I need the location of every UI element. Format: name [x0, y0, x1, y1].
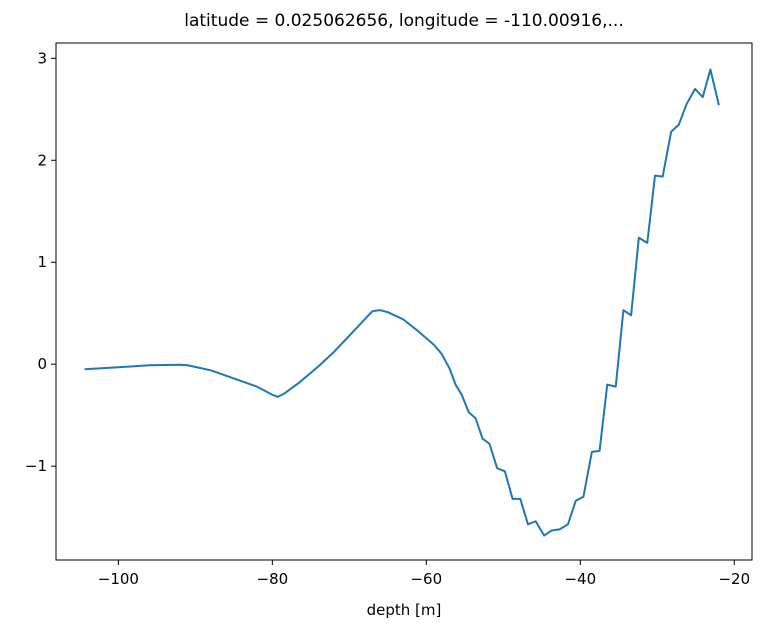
data-line	[84, 68, 720, 537]
x-tick-label: −40	[564, 570, 596, 588]
y-tick-label: 1	[37, 253, 47, 271]
x-axis-label: depth [m]	[367, 601, 442, 619]
x-tick-label: −80	[257, 570, 289, 588]
x-tick-label: −100	[98, 570, 139, 588]
chart-title: latitude = 0.025062656, longitude = -110…	[184, 11, 623, 31]
x-tick-label: −20	[718, 570, 750, 588]
y-tick-label: −1	[25, 457, 47, 475]
y-tick-label: 3	[37, 49, 47, 67]
x-tick-label: −60	[410, 570, 442, 588]
y-tick-label: 2	[37, 151, 47, 169]
axes-frame	[55, 42, 753, 561]
y-tick-label: 0	[37, 355, 47, 373]
